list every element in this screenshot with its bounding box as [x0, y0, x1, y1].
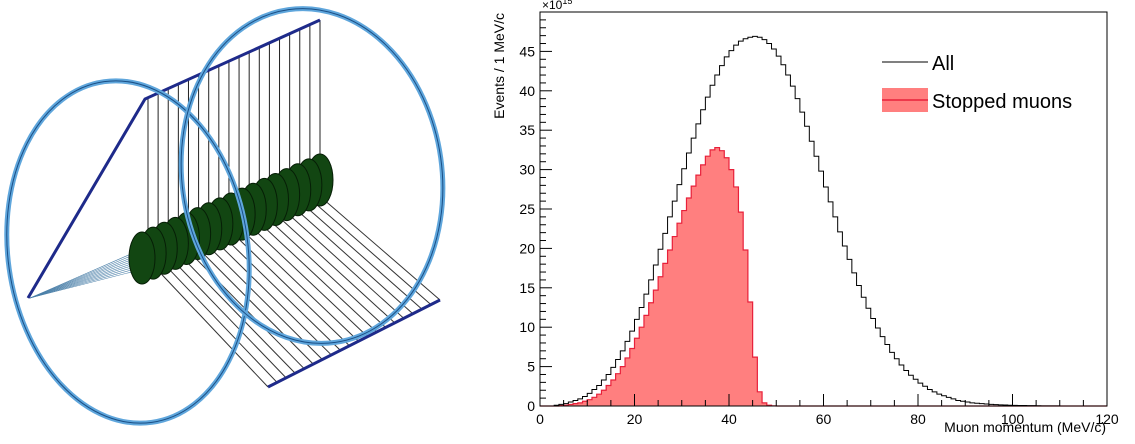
diagonal-wire	[149, 261, 269, 388]
y-tick-label: 35	[519, 122, 535, 138]
y-tick-label: 30	[519, 162, 535, 178]
diagonal-wire	[314, 191, 441, 301]
x-tick-label: 0	[536, 411, 544, 427]
left-wire-fan	[29, 262, 141, 299]
y-multiplier-label: ×1015	[542, 0, 572, 12]
left-wire-fan	[29, 256, 141, 299]
y-tick-label: 20	[519, 240, 535, 256]
frame-bottom-bar	[267, 298, 441, 389]
frame-bars	[26, 18, 441, 389]
x-axis-label: Muon momentum (MeV/c)	[944, 419, 1106, 435]
diagonal-wire	[262, 213, 387, 328]
y-axis-label: Events / 1 MeV/c	[491, 13, 507, 119]
x-tick-label: 100	[1001, 411, 1025, 427]
histogram-svg: 0 20 40 60 80 100 120 0 5 10 15 20 25 30 35 40 45 ×1015…	[491, 0, 1119, 435]
diagonal-wire	[245, 221, 368, 337]
x-tick-label: 60	[816, 411, 832, 427]
x-tick-label: 20	[627, 411, 643, 427]
diagonal-wire	[210, 235, 332, 356]
left-wire-fan	[29, 249, 141, 299]
diagonal-wire	[158, 257, 278, 383]
left-wire-fan	[29, 267, 141, 299]
y-tick-label: 5	[527, 359, 535, 375]
y-tick-label: 10	[519, 319, 535, 335]
legend: All Stopped muons	[882, 53, 1072, 113]
diagonal-wire	[297, 198, 423, 310]
front-ring-edge	[6, 80, 250, 424]
diagonal-wire	[236, 224, 359, 342]
diagonal-wire	[219, 232, 341, 351]
left-wire-fan	[29, 269, 141, 299]
x-axis-ticks: 0 20 40 60 80 100 120	[536, 394, 1119, 427]
x-tick-label: 40	[721, 411, 737, 427]
detector-geometry-drawing	[4, 6, 446, 426]
all-muons-line	[540, 35, 1107, 407]
y-tick-label: 25	[519, 201, 535, 217]
diagonal-wire	[271, 210, 396, 324]
diagonal-wire	[279, 206, 405, 319]
y-axis-ticks: 0 5 10 15 20 25 30 35 40 45	[519, 11, 552, 414]
left-wire-fan	[29, 254, 141, 299]
left-wire-fan	[29, 251, 141, 299]
left-wire-fan	[29, 258, 141, 299]
back-ring-edge	[180, 8, 444, 344]
left-wire-fan	[29, 265, 141, 299]
diagonal-wire	[288, 202, 414, 315]
target-disk	[128, 231, 156, 285]
y-tick-label: 45	[519, 43, 535, 59]
diagonal-wire	[175, 250, 296, 374]
y-tick-label: 0	[527, 398, 535, 414]
diagonal-wire	[193, 243, 314, 365]
left-wire-fan	[29, 260, 141, 299]
y-tick-label: 15	[519, 280, 535, 296]
legend-stopped-label: Stopped muons	[932, 91, 1072, 113]
detector-geometry-figure	[0, 0, 480, 439]
momentum-histogram: 0 20 40 60 80 100 120 0 5 10 15 20 25 30 35 40 45 ×1015…	[480, 0, 1135, 439]
x-tick-label: 120	[1095, 411, 1119, 427]
diagonal-wire	[305, 195, 432, 305]
y-tick-label: 40	[519, 83, 535, 99]
legend-all-label: All	[932, 53, 954, 75]
diagonal-wire	[167, 254, 287, 379]
diagonal-wire	[253, 217, 377, 333]
frame-top-bar	[26, 18, 321, 299]
x-tick-label: 80	[910, 411, 926, 427]
